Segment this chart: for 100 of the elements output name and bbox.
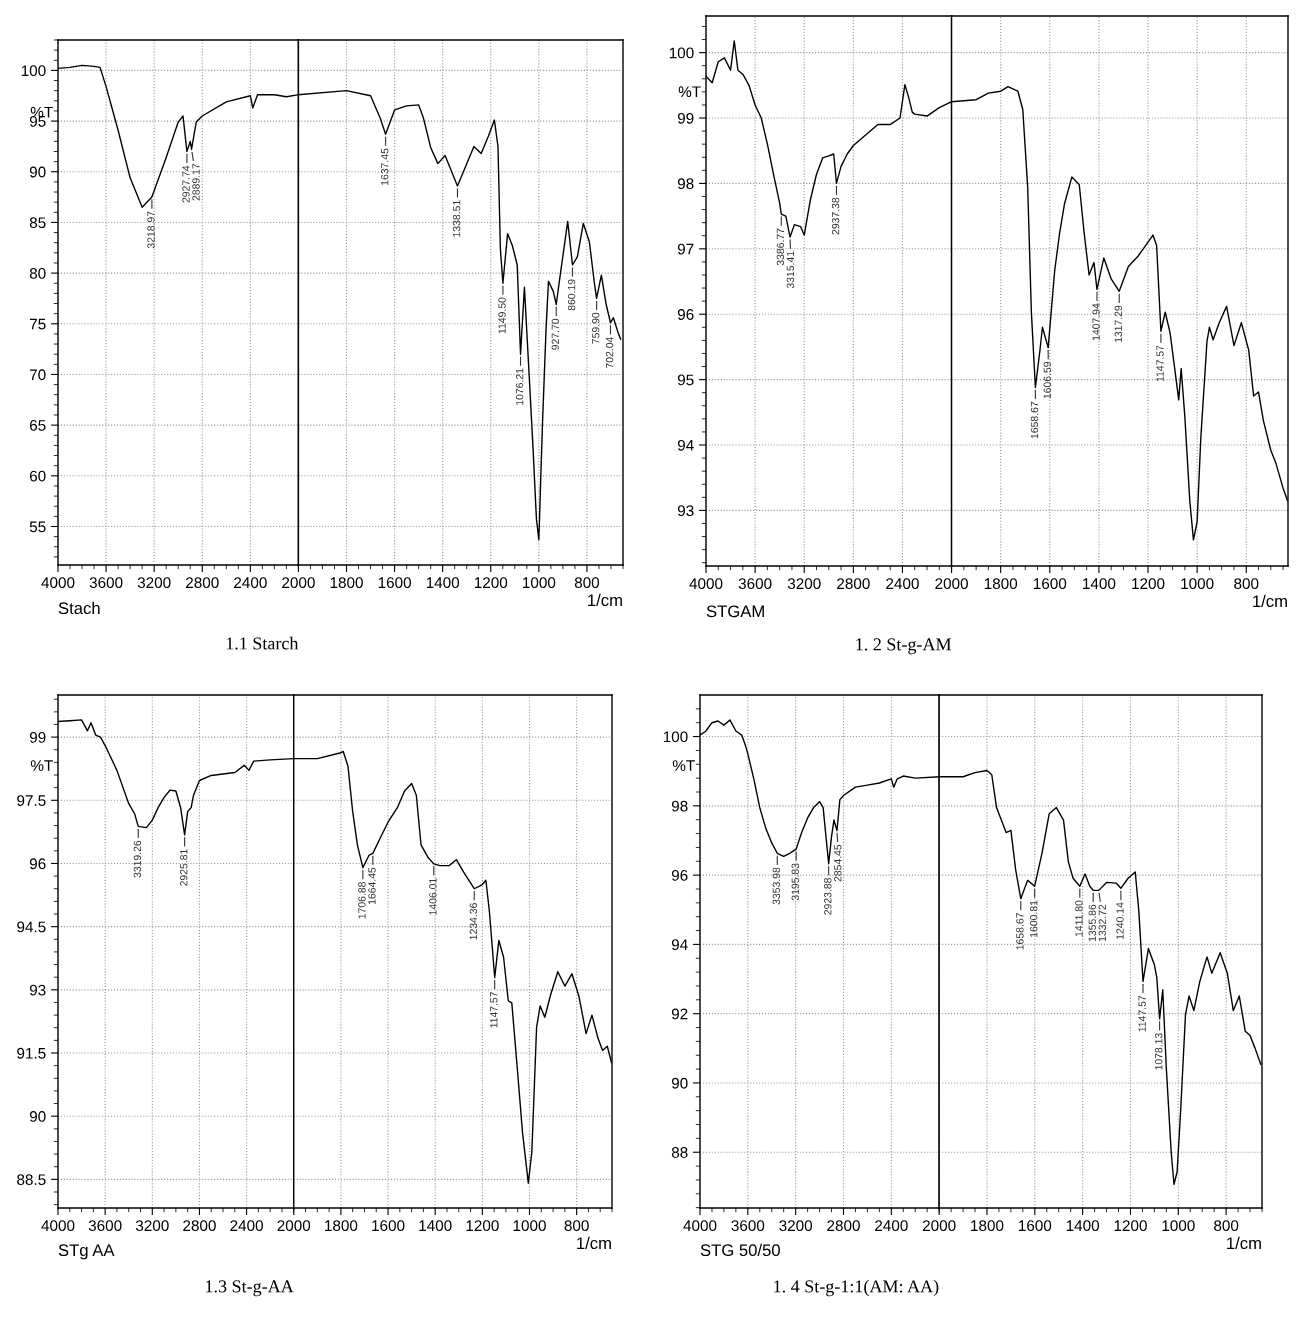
y-tick-label: 85 bbox=[29, 217, 46, 229]
x-tick-label: 1000 bbox=[1162, 1220, 1195, 1232]
x-tick-label: 3200 bbox=[137, 577, 171, 589]
y-tick-label: 94 bbox=[671, 939, 688, 951]
annotation: 3386.77 bbox=[776, 228, 785, 266]
x-tick-label: 1000 bbox=[513, 1220, 546, 1232]
y-tick-label: 96 bbox=[671, 869, 688, 881]
x-tick-label: 1600 bbox=[1018, 1220, 1052, 1232]
y-axis-title: %T bbox=[30, 760, 53, 771]
annotation: 3315.41 bbox=[786, 251, 795, 289]
x-tick-label: 1000 bbox=[523, 577, 556, 589]
x-tick-label: 800 bbox=[564, 1220, 589, 1232]
y-tick-label: 91.5 bbox=[17, 1047, 46, 1059]
y-axis-title: %T bbox=[30, 106, 53, 118]
x-tick-label: 1400 bbox=[1083, 578, 1116, 590]
y-tick-label: 96 bbox=[29, 858, 46, 870]
y-tick-label: 94.5 bbox=[17, 921, 46, 933]
x-tick-label: 1400 bbox=[1066, 1220, 1100, 1232]
annotation: 1317.29 bbox=[1114, 305, 1123, 343]
y-tick-label: 95 bbox=[29, 115, 46, 127]
annotation: 1658.67 bbox=[1016, 913, 1024, 950]
x-tick-label: 800 bbox=[1234, 578, 1259, 590]
text: 1.3 St-g-AA bbox=[206, 1280, 294, 1297]
x-tick-label: 4000 bbox=[41, 577, 75, 589]
y-axis-title: %T bbox=[672, 760, 695, 771]
y-tick-label: 92 bbox=[671, 1008, 688, 1020]
annotation: 1147.57 bbox=[1156, 345, 1164, 382]
annotation: 2889.17 bbox=[192, 163, 200, 201]
y-tick-label: 93 bbox=[677, 505, 694, 517]
x-tick-label: 1400 bbox=[426, 577, 460, 589]
annotation: 759.90 bbox=[592, 312, 600, 344]
text: STGAM bbox=[706, 605, 764, 618]
y-tick-label: 99 bbox=[677, 112, 694, 124]
x-axis-title: 1/cm bbox=[577, 1236, 611, 1250]
annotation: 3319.26 bbox=[133, 840, 142, 878]
y-tick-label: 88.5 bbox=[17, 1174, 46, 1186]
x-tick-label: 1200 bbox=[1114, 1220, 1147, 1232]
annotation: 1234.36 bbox=[469, 903, 478, 940]
x-axis-title: 1/cm bbox=[588, 593, 622, 607]
annotation: 1332.72 bbox=[1098, 904, 1106, 942]
x-tick-label: 3600 bbox=[738, 578, 772, 590]
x-tick-label: 2800 bbox=[183, 1220, 216, 1232]
x-tick-label: 2400 bbox=[234, 577, 267, 589]
x-tick-label: 2000 bbox=[277, 1220, 311, 1232]
annotation: 2923.88 bbox=[824, 878, 832, 915]
x-tick-label: 3200 bbox=[779, 1220, 813, 1232]
x-tick-label: 2800 bbox=[837, 578, 870, 590]
y-tick-label: 98 bbox=[671, 800, 688, 812]
annotation: 1078.13 bbox=[1155, 1033, 1163, 1070]
x-tick-label: 1800 bbox=[971, 1220, 1004, 1232]
y-tick-label: 100 bbox=[663, 731, 688, 743]
y-tick-label: 100 bbox=[669, 47, 694, 59]
x-tick-label: 1600 bbox=[1033, 578, 1067, 590]
x-tick-label: 3600 bbox=[89, 577, 123, 589]
annotation: 3218.97 bbox=[147, 211, 155, 249]
y-tick-label: 97 bbox=[677, 243, 694, 255]
x-tick-label: 2000 bbox=[935, 578, 968, 590]
annotation: 3353.98 bbox=[772, 867, 781, 905]
x-tick-label: 800 bbox=[574, 577, 600, 589]
x-tick-label: 3200 bbox=[787, 578, 821, 590]
y-tick-label: 65 bbox=[29, 420, 46, 431]
annotation: 2925.81 bbox=[180, 849, 188, 886]
x-tick-label: 1600 bbox=[372, 1220, 405, 1232]
annotation: 1658.67 bbox=[1030, 401, 1039, 439]
x-axis-title: 1/cm bbox=[1227, 1236, 1261, 1250]
y-tick-label: 97.5 bbox=[17, 795, 46, 806]
annotation: 1600.81 bbox=[1030, 900, 1038, 937]
annotation: 860.19 bbox=[567, 279, 576, 311]
annotation: 1149.50 bbox=[498, 297, 506, 334]
x-tick-label: 1200 bbox=[474, 577, 508, 589]
annotation: 1606.59 bbox=[1043, 361, 1051, 399]
x-tick-label: 2800 bbox=[827, 1220, 860, 1232]
annotation: 1147.57 bbox=[1138, 995, 1146, 1032]
x-axis-title: 1/cm bbox=[1253, 594, 1287, 608]
annotation: 1355.86 bbox=[1088, 904, 1096, 942]
annotation: 1240.14 bbox=[1116, 902, 1124, 940]
x-tick-label: 3600 bbox=[88, 1220, 122, 1232]
annotation: 1406.01 bbox=[429, 878, 437, 915]
annotation: 1407.94 bbox=[1092, 303, 1100, 341]
x-tick-label: 2400 bbox=[875, 1220, 908, 1232]
text: Stach bbox=[58, 601, 100, 615]
annotation: 3195.83 bbox=[791, 863, 799, 901]
y-tick-label: 80 bbox=[29, 267, 46, 279]
y-tick-label: 95 bbox=[677, 374, 694, 386]
annotation: 1338.51 bbox=[452, 200, 461, 237]
annotation: 1147.57 bbox=[490, 992, 498, 1028]
y-tick-label: 90 bbox=[671, 1077, 688, 1089]
y-tick-label: 70 bbox=[29, 369, 46, 381]
x-tick-label: 1200 bbox=[1132, 578, 1165, 590]
x-tick-label: 4000 bbox=[689, 578, 723, 590]
text: STG 50/50 bbox=[700, 1243, 780, 1257]
x-tick-label: 800 bbox=[1214, 1220, 1239, 1232]
y-tick-label: 99 bbox=[29, 731, 46, 743]
x-tick-label: 3600 bbox=[731, 1220, 765, 1232]
x-tick-label: 1800 bbox=[325, 1220, 358, 1232]
text: 1.1 Starch bbox=[226, 636, 299, 650]
y-tick-label: 100 bbox=[21, 65, 46, 77]
x-tick-label: 1400 bbox=[419, 1220, 452, 1232]
text: 1. 2 St-g-AM bbox=[856, 638, 952, 655]
x-tick-label: 2000 bbox=[922, 1220, 956, 1232]
